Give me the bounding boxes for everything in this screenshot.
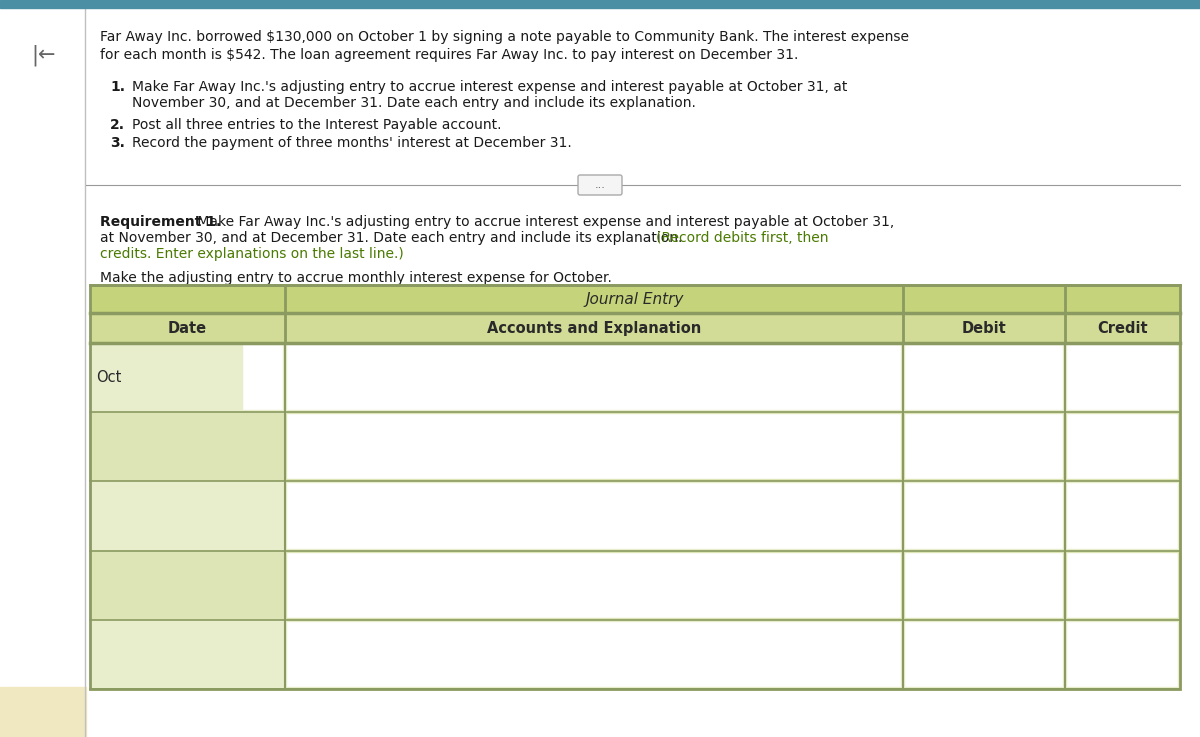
Text: 3.: 3. (110, 136, 125, 150)
Bar (90, 313, 1180, 343)
Bar (244, 346, 282, 409)
Text: for each month is $542. The loan agreement requires Far Away Inc. to pay interes: for each month is $542. The loan agreeme… (100, 48, 798, 62)
Bar (288, 346, 900, 409)
Bar (906, 346, 1062, 409)
Text: (Record debits first, then: (Record debits first, then (656, 231, 828, 245)
Bar (1068, 623, 1177, 686)
Bar (90, 285, 1180, 313)
Bar (0, 0, 1200, 8)
Text: ...: ... (594, 180, 606, 190)
Text: Post all three entries to the Interest Payable account.: Post all three entries to the Interest P… (132, 118, 502, 132)
Text: Requirement 1.: Requirement 1. (100, 215, 221, 229)
FancyBboxPatch shape (578, 175, 622, 195)
Bar (90, 551, 1180, 620)
Text: Oct: Oct (96, 370, 121, 385)
Bar (906, 553, 1062, 617)
Bar (90, 285, 1180, 689)
Text: |←: |← (31, 44, 56, 66)
Bar (288, 415, 900, 478)
Text: 1.: 1. (110, 80, 125, 94)
Text: at November 30, and at December 31. Date each entry and include its explanation.: at November 30, and at December 31. Date… (100, 231, 686, 245)
Text: Far Away Inc. borrowed $130,000 on October 1 by signing a note payable to Commun: Far Away Inc. borrowed $130,000 on Octob… (100, 30, 910, 44)
Bar (288, 623, 900, 686)
Bar (90, 620, 1180, 689)
Text: November 30, and at December 31. Date each entry and include its explanation.: November 30, and at December 31. Date ea… (132, 96, 696, 110)
Bar (906, 415, 1062, 478)
Bar (90, 343, 1180, 412)
Bar (1068, 553, 1177, 617)
Text: Accounts and Explanation: Accounts and Explanation (487, 321, 701, 335)
Text: credits. Enter explanations on the last line.): credits. Enter explanations on the last … (100, 247, 403, 261)
Bar (90, 481, 1180, 551)
Text: Date: Date (168, 321, 208, 335)
Text: Credit: Credit (1097, 321, 1148, 335)
Bar (0, 687, 86, 737)
Text: Make the adjusting entry to accrue monthly interest expense for October.: Make the adjusting entry to accrue month… (100, 271, 612, 285)
Bar (1068, 346, 1177, 409)
Bar (288, 553, 900, 617)
Text: Record the payment of three months' interest at December 31.: Record the payment of three months' inte… (132, 136, 571, 150)
Bar (288, 484, 900, 548)
Bar (90, 412, 1180, 481)
Bar (1068, 484, 1177, 548)
Text: Journal Entry: Journal Entry (586, 292, 684, 307)
Text: Make Far Away Inc.'s adjusting entry to accrue interest expense and interest pay: Make Far Away Inc.'s adjusting entry to … (132, 80, 847, 94)
Bar (906, 623, 1062, 686)
Bar (906, 484, 1062, 548)
Bar (1068, 415, 1177, 478)
Text: 2.: 2. (110, 118, 125, 132)
Text: Make Far Away Inc.'s adjusting entry to accrue interest expense and interest pay: Make Far Away Inc.'s adjusting entry to … (193, 215, 894, 229)
Text: Debit: Debit (961, 321, 1007, 335)
